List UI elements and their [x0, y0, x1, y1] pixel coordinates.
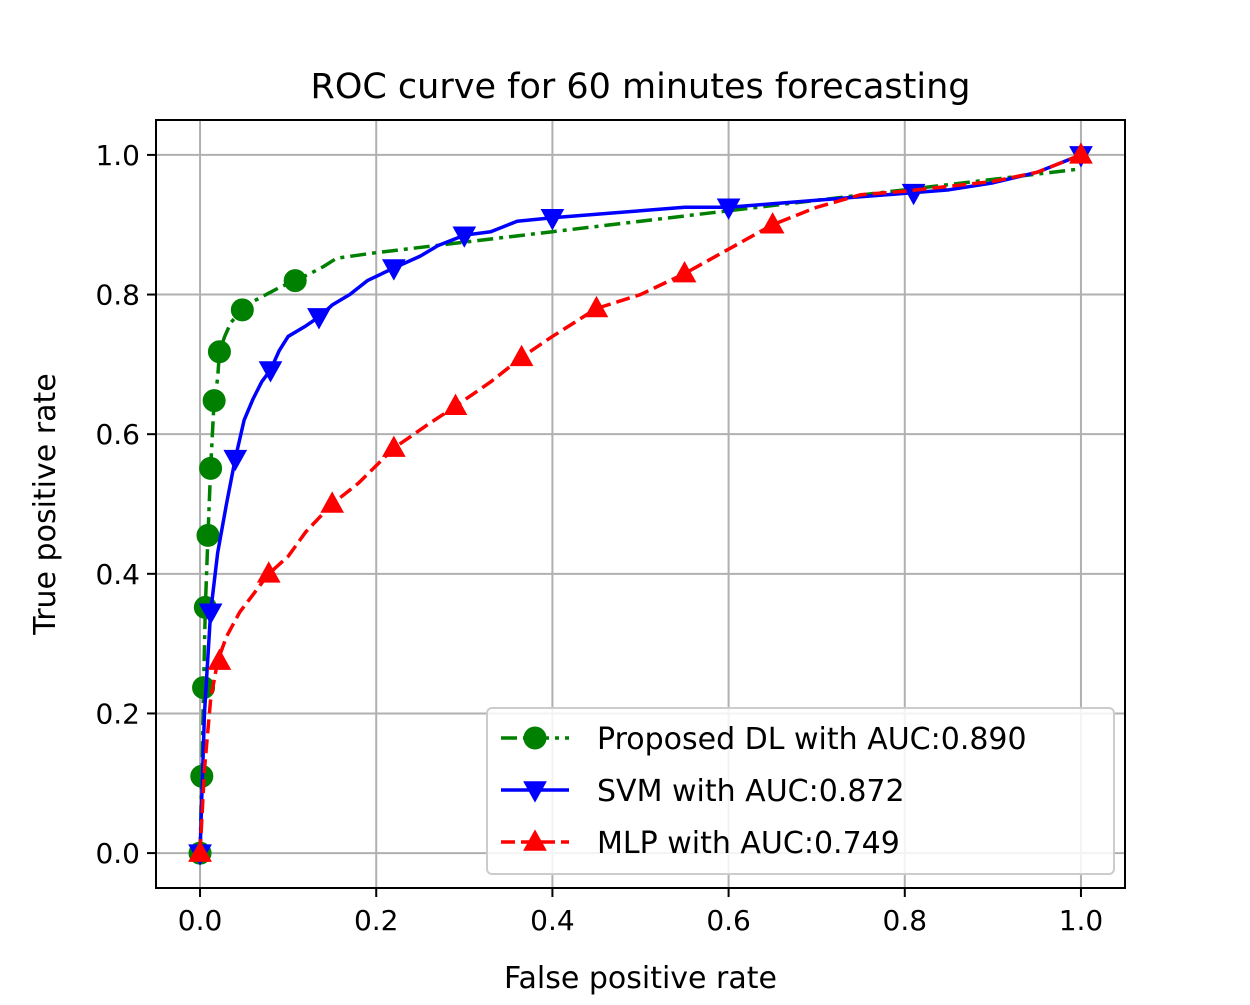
- data-point: [223, 449, 248, 472]
- legend-marker: [523, 829, 547, 851]
- data-point: [540, 208, 565, 231]
- data-point: [381, 259, 406, 281]
- data-point: [207, 340, 231, 364]
- data-point: [199, 456, 223, 480]
- legend-label: MLP with AUC:0.749: [597, 826, 900, 861]
- axis-ticks: 0.0 0.2 0.4 0.6 0.8 1.0 0.0 0.2 0.4 0.6 0.8 1.0: [95, 139, 1103, 937]
- series-2: [188, 142, 1093, 862]
- legend-box: [486, 707, 1115, 875]
- data-point: [202, 389, 226, 413]
- data-point: [188, 840, 212, 862]
- legend: Proposed DL with AUC:0.890 SVM with AUC:0…: [486, 707, 1115, 875]
- y-tick-label: 0.0: [95, 837, 140, 870]
- x-tick-label: 1.0: [1059, 904, 1104, 937]
- x-tick-label: 0.2: [354, 904, 399, 937]
- series-1: [188, 146, 1093, 866]
- data-point: [207, 648, 232, 670]
- x-axis-label: False positive rate: [504, 961, 777, 996]
- x-tick-label: 0.8: [883, 904, 928, 937]
- plot-frame: [155, 119, 1126, 889]
- data-point: [716, 198, 741, 220]
- y-axis-label: True positive rate: [28, 373, 63, 635]
- data-point: [760, 212, 785, 234]
- data-point: [198, 603, 223, 625]
- y-tick-label: 1.0: [95, 139, 140, 172]
- legend-item: MLP with AUC:0.749: [501, 826, 900, 861]
- legend-marker: [523, 781, 547, 803]
- data-point: [443, 393, 468, 416]
- data-point: [196, 523, 220, 547]
- data-point: [509, 344, 534, 367]
- series-line: [198, 153, 1082, 854]
- legend-item: Proposed DL with AUC:0.890: [501, 722, 1027, 757]
- data-point: [258, 361, 283, 383]
- y-tick-label: 0.2: [95, 697, 140, 730]
- legend-item: SVM with AUC:0.872: [501, 774, 905, 809]
- data-point: [452, 226, 477, 248]
- data-point: [672, 261, 697, 283]
- series-line: [198, 153, 1082, 854]
- x-tick-label: 0.4: [530, 904, 575, 937]
- legend-label: Proposed DL with AUC:0.890: [597, 722, 1027, 757]
- y-tick-label: 0.8: [95, 279, 140, 312]
- y-tick-label: 0.4: [95, 558, 140, 591]
- data-point: [1069, 142, 1093, 164]
- chart-title: ROC curve for 60 minutes forecasting: [311, 67, 971, 107]
- x-tick-label: 0.6: [706, 904, 751, 937]
- legend-label: SVM with AUC:0.872: [597, 774, 905, 809]
- data-point: [381, 435, 406, 457]
- data-point: [584, 295, 609, 318]
- data-point: [307, 308, 331, 330]
- series-line: [198, 167, 1082, 854]
- data-point: [283, 269, 307, 293]
- x-tick-label: 0.0: [178, 904, 223, 937]
- y-tick-label: 0.6: [95, 418, 140, 451]
- data-point: [230, 298, 254, 322]
- data-point: [320, 491, 345, 513]
- legend-marker: [523, 726, 547, 750]
- data-point: [256, 561, 281, 583]
- series-group: [188, 142, 1093, 866]
